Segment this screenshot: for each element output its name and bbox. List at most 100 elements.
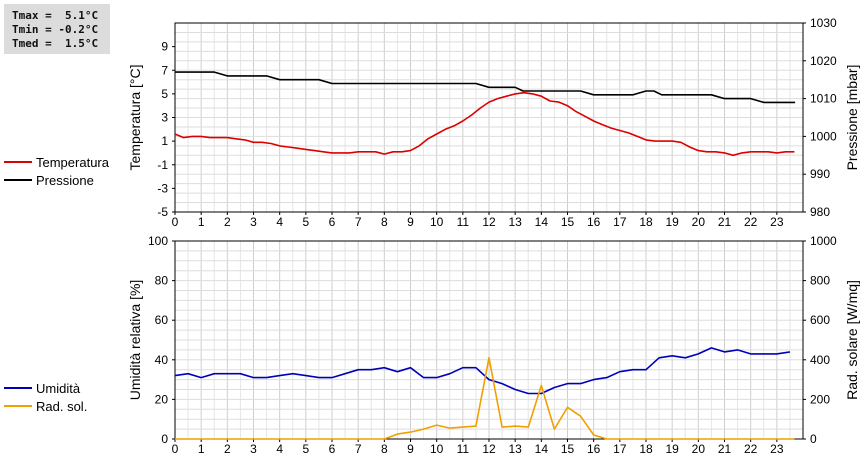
series-line-umidit [174, 347, 791, 395]
y-left-tick-label: 9 [161, 40, 168, 54]
x-tick-label: 13 [508, 215, 522, 229]
y-left-axis-title: Temperatura [°C] [127, 65, 143, 171]
x-tick-label: 5 [302, 215, 309, 229]
x-tick-label: 6 [329, 215, 336, 229]
x-tick-label: 6 [329, 442, 336, 456]
x-tick-label: 18 [639, 442, 653, 456]
x-tick-label: 15 [561, 442, 575, 456]
y-left-tick-label: 0 [161, 432, 168, 446]
x-tick-label: 20 [692, 215, 706, 229]
x-tick-label: 17 [613, 442, 627, 456]
tmed-readout: Tmed = 1.5°C [12, 37, 99, 50]
x-tick-label: 12 [482, 442, 496, 456]
chart-panel-top: 0 1 2 3 4 5 6 7 8 9 10 11 12 13 14 15 16 17 18 19 20 21 22 23-5… [127, 16, 860, 229]
x-tick-label: 7 [355, 215, 362, 229]
x-tick-label: 0 [172, 442, 179, 456]
y-left-tick-label: 3 [161, 111, 168, 125]
y-left-tick-label: 40 [155, 353, 169, 367]
legend-label-rad-sol: Rad. sol. [36, 398, 88, 414]
bottom-chart-legend: Umidità Rad. sol. [4, 379, 87, 415]
y-right-tick-label: 1000 [810, 129, 837, 143]
tmin-readout: Tmin = -0.2°C [12, 23, 99, 36]
x-tick-label: 23 [770, 442, 784, 456]
legend-item-temperatura: Temperatura [4, 153, 109, 171]
x-tick-label: 4 [276, 442, 283, 456]
x-tick-label: 2 [224, 215, 231, 229]
temperature-stats-box: Tmax = 5.1°C Tmin = -0.2°C Tmed = 1.5°C [4, 4, 110, 54]
x-tick-label: 14 [535, 215, 549, 229]
x-tick-label: 18 [639, 215, 653, 229]
x-tick-label: 21 [718, 215, 732, 229]
y-left-tick-label: 60 [155, 313, 169, 327]
y-right-tick-label: 990 [810, 167, 830, 181]
y-right-tick-label: 1030 [810, 16, 837, 30]
y-right-tick-label: 800 [810, 274, 830, 288]
y-right-axis-title: Pressione [mbar] [844, 65, 860, 171]
y-left-tick-label: 5 [161, 87, 168, 101]
y-right-tick-label: 1000 [810, 234, 837, 248]
y-left-tick-label: 20 [155, 392, 169, 406]
y-right-tick-label: 0 [810, 432, 817, 446]
y-right-tick-label: 1010 [810, 92, 837, 106]
y-left-tick-label: -5 [157, 205, 168, 219]
legend-swatch-temperatura [4, 161, 32, 163]
x-tick-label: 2 [224, 442, 231, 456]
tmax-readout: Tmax = 5.1°C [12, 9, 99, 22]
x-tick-label: 14 [535, 442, 549, 456]
x-tick-label: 17 [613, 215, 627, 229]
x-tick-label: 19 [665, 215, 679, 229]
y-right-tick-label: 1020 [810, 54, 837, 68]
x-tick-label: 22 [744, 442, 758, 456]
y-right-tick-label: 200 [810, 392, 830, 406]
x-tick-label: 5 [302, 442, 309, 456]
x-tick-label: 0 [172, 215, 179, 229]
x-tick-label: 8 [381, 442, 388, 456]
legend-item-umidita: Umidità [4, 379, 87, 397]
legend-label-temperatura: Temperatura [36, 154, 109, 170]
x-tick-label: 3 [250, 442, 257, 456]
legend-label-umidita: Umidità [36, 380, 81, 396]
x-tick-label: 9 [407, 442, 414, 456]
x-tick-label: 10 [430, 442, 444, 456]
y-left-tick-label: 1 [161, 134, 168, 148]
x-tick-label: 23 [770, 215, 784, 229]
top-chart-legend: Temperatura Pressione [4, 153, 109, 189]
series-line-rad-sol [175, 356, 795, 440]
x-tick-label: 12 [482, 215, 496, 229]
x-tick-label: 11 [457, 442, 470, 456]
x-tick-label: 1 [198, 442, 205, 456]
x-tick-label: 7 [355, 442, 362, 456]
y-left-tick-label: 7 [161, 63, 168, 77]
legend-item-rad-sol: Rad. sol. [4, 397, 87, 415]
y-left-axis-title: Umidità relativa [%] [127, 280, 143, 401]
x-tick-label: 19 [665, 442, 679, 456]
y-left-tick-label: 100 [148, 234, 168, 248]
y-right-axis-title: Rad. solare [W/mq] [844, 280, 860, 400]
x-tick-label: 10 [430, 215, 444, 229]
legend-item-pressione: Pressione [4, 171, 109, 189]
y-left-tick-label: -1 [157, 158, 168, 172]
x-tick-label: 16 [587, 215, 601, 229]
y-right-tick-label: 600 [810, 313, 830, 327]
x-tick-label: 11 [457, 215, 470, 229]
x-tick-label: 16 [587, 442, 601, 456]
series-line-pressione [175, 71, 796, 104]
x-tick-label: 8 [381, 215, 388, 229]
y-right-tick-label: 980 [810, 205, 830, 219]
series-line-temperatura [174, 91, 795, 157]
x-tick-label: 15 [561, 215, 575, 229]
legend-swatch-umidita [4, 387, 32, 389]
legend-label-pressione: Pressione [36, 172, 94, 188]
x-tick-label: 22 [744, 215, 758, 229]
x-tick-label: 13 [508, 442, 522, 456]
x-tick-label: 9 [407, 215, 414, 229]
x-tick-label: 3 [250, 215, 257, 229]
chart-panel-bottom: 0 1 2 3 4 5 6 7 8 9 10 11 12 13 14 15 16 17 18 19 20 21 22 2302… [127, 234, 860, 456]
y-left-tick-label: 80 [155, 274, 169, 288]
legend-swatch-rad-sol [4, 405, 32, 407]
x-tick-label: 4 [276, 215, 283, 229]
x-tick-label: 21 [718, 442, 732, 456]
legend-swatch-pressione [4, 179, 32, 181]
y-left-tick-label: -3 [157, 181, 168, 195]
